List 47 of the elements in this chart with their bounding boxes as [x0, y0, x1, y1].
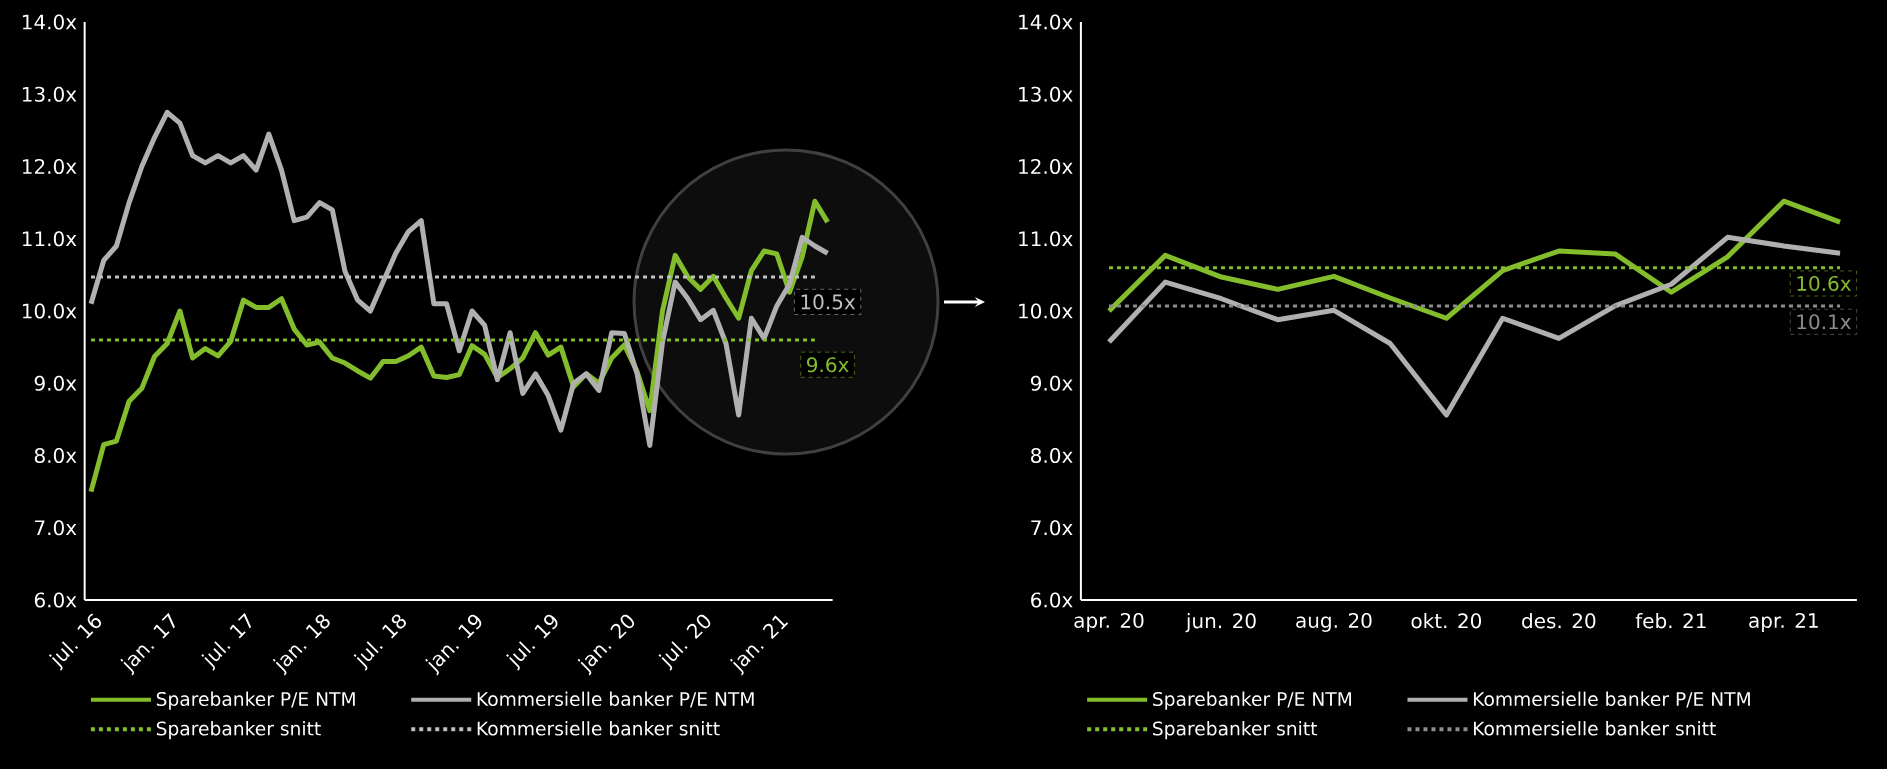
legend-label: Kommersielle banker P/E NTM — [477, 691, 754, 708]
x-tick-label: jul. 20 — [658, 614, 711, 671]
x-tick-label: jan. 18 — [272, 614, 330, 676]
x-tick-label: des. 20 — [1522, 612, 1596, 629]
y-tick-label: 7.0x — [35, 520, 77, 536]
legend-label: Kommersielle banker snitt — [1473, 721, 1716, 736]
annotation: 9.6x — [807, 357, 849, 373]
annotation: 10.5x — [801, 294, 856, 310]
y-tick-label: 6.0x — [1031, 592, 1073, 608]
legend-label: Sparebanker P/E NTM — [156, 691, 355, 710]
x-tick-label: jul. 19 — [506, 614, 558, 671]
y-tick-label: 12.0x — [1019, 158, 1073, 175]
y-tick-label: 10.0x — [22, 303, 77, 319]
x-tick-label: jun. 20 — [1185, 612, 1256, 633]
x-tick-label: jul. 16 — [48, 613, 102, 671]
y-tick-label: 13.0x — [22, 86, 77, 102]
annotation: 10.6x — [1797, 275, 1851, 292]
x-tick-label: aug. 20 — [1296, 612, 1372, 632]
y-tick-label: 11.0x — [22, 231, 77, 247]
x-tick-label: jan. 20 — [577, 614, 635, 676]
y-tick-label: 9.0x — [34, 375, 77, 391]
y-tick-label: 14.0x — [1019, 14, 1073, 30]
legend-label: Kommersielle banker snitt — [477, 721, 720, 736]
x-tick-label: apr. 21 — [1749, 612, 1818, 632]
y-tick-label: 8.0x — [1031, 447, 1073, 464]
y-tick-label: 8.0x — [34, 447, 77, 464]
legend-label: Sparebanker snitt — [156, 721, 321, 740]
y-tick-label: 13.0x — [1019, 86, 1073, 102]
y-tick-label: 10.0x — [1019, 303, 1073, 319]
x-tick-label: okt. 20 — [1411, 612, 1482, 629]
y-tick-label: 6.0x — [34, 592, 77, 608]
x-tick-label: jan. 19 — [425, 614, 482, 676]
y-tick-label: 14.0x — [22, 14, 77, 30]
y-tick-label: 11.0x — [1019, 231, 1073, 247]
legend-label: Kommersielle banker P/E NTM — [1473, 691, 1750, 708]
x-tick-label: jul. 18 — [353, 614, 406, 671]
y-tick-label: 9.0x — [1030, 375, 1073, 391]
x-tick-label: feb. 21 — [1635, 612, 1706, 629]
x-tick-label: apr. 20 — [1074, 612, 1144, 632]
x-tick-label: jul. 17 — [201, 613, 252, 671]
annotation: 10.1x — [1797, 314, 1851, 330]
legend-label: Sparebanker P/E NTM — [1153, 691, 1351, 710]
x-tick-label: jan. 17 — [120, 613, 175, 676]
legend-label: Sparebanker snitt — [1153, 721, 1318, 740]
x-tick-label: jan. 21 — [729, 615, 789, 676]
y-tick-label: 12.0x — [22, 158, 77, 175]
y-tick-label: 7.0x — [1031, 520, 1073, 536]
